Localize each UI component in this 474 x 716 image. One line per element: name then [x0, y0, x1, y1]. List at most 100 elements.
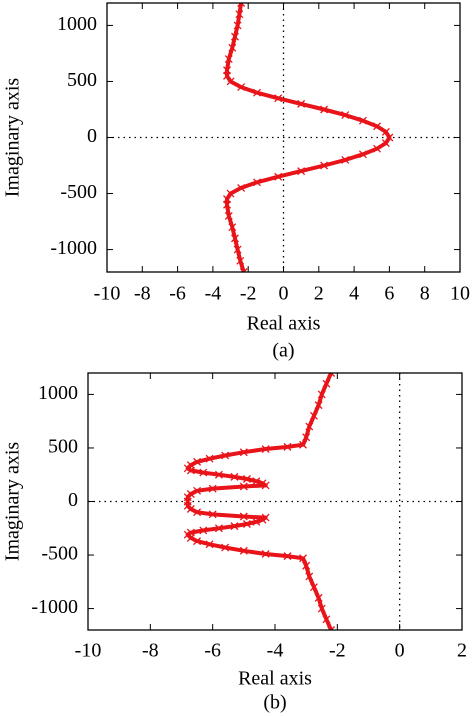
x-tick-label: -10 — [75, 640, 102, 662]
x-tick-label: 6 — [384, 283, 394, 305]
y-tick-label: 500 — [67, 69, 97, 91]
locus-point — [305, 422, 314, 431]
locus-point — [231, 32, 239, 41]
locus-point — [239, 482, 248, 491]
locus-point — [274, 94, 283, 103]
locus-point — [252, 517, 261, 526]
y-tick-label: -1000 — [50, 237, 97, 259]
locus-point — [235, 10, 244, 19]
plot-frame — [87, 372, 463, 631]
locus-point — [314, 593, 323, 602]
locus-point — [253, 88, 261, 97]
locus-point — [224, 55, 233, 64]
locus-point — [242, 475, 251, 483]
locus-point — [341, 111, 350, 120]
y-tick-label: 1000 — [38, 382, 78, 404]
plot-area — [223, 3, 394, 272]
locus-point — [186, 466, 195, 475]
y-tick-label: 0 — [87, 125, 97, 147]
locus-point — [297, 99, 306, 108]
x-tick-label: -10 — [94, 283, 121, 305]
y-tick-label: -500 — [41, 543, 78, 565]
x-axis-label: Real axis — [247, 313, 321, 335]
locus-point — [208, 510, 217, 519]
locus-point — [261, 550, 270, 558]
locus-point — [302, 433, 311, 442]
locus-point — [214, 470, 223, 479]
panel-caption: (b) — [263, 692, 286, 714]
locus-point — [327, 626, 336, 630]
locus-point — [231, 234, 239, 243]
locus-point — [223, 200, 231, 209]
locus-point — [283, 552, 292, 561]
locus-point — [214, 524, 223, 533]
locus-point — [205, 454, 214, 463]
locus-point — [239, 512, 248, 521]
x-tick-label: -4 — [267, 640, 284, 662]
locus-point — [302, 561, 311, 570]
locus-point — [252, 477, 261, 486]
locus-point — [224, 211, 233, 220]
x-tick-label: 8 — [420, 283, 430, 305]
locus-point — [239, 546, 248, 555]
locus-point — [228, 223, 237, 232]
locus-point — [341, 155, 350, 164]
locus-point — [320, 161, 329, 170]
locus-point — [317, 390, 326, 399]
x-tick-label: -4 — [205, 283, 222, 305]
x-tick-label: -6 — [204, 640, 221, 662]
y-tick-label: -1000 — [31, 596, 78, 618]
x-tick-label: 2 — [314, 283, 324, 305]
locus-point — [186, 505, 195, 513]
locus-point — [283, 442, 292, 451]
locus-point — [274, 172, 283, 181]
locus-point — [317, 604, 326, 613]
x-tick-label: -2 — [329, 640, 346, 662]
locus-point — [258, 515, 267, 524]
locus-point — [226, 77, 235, 86]
locus-point — [237, 3, 246, 7]
locus-point — [261, 445, 270, 453]
locus-point — [385, 133, 394, 142]
locus-point — [199, 526, 208, 535]
locus-point — [208, 484, 217, 493]
locus-point — [221, 451, 230, 460]
locus-point — [322, 379, 331, 388]
locus-point — [239, 268, 248, 272]
x-tick-label: -6 — [169, 283, 186, 305]
x-tick-label: 4 — [349, 283, 359, 305]
locus-point — [223, 195, 231, 204]
locus-point — [305, 572, 314, 581]
locus-point — [237, 183, 246, 192]
locus-point — [233, 21, 242, 30]
x-tick-label: 0 — [395, 640, 405, 662]
y-axis-label: Imaginary axis — [2, 78, 24, 198]
locus-point — [233, 245, 242, 254]
locus-point — [261, 481, 270, 490]
locus-point — [299, 440, 308, 449]
locus-point — [230, 472, 239, 481]
locus-point — [237, 83, 246, 92]
y-tick-label: 0 — [68, 489, 78, 511]
locus-point — [228, 43, 237, 52]
locus-point — [230, 522, 239, 531]
y-tick-label: 500 — [48, 436, 78, 458]
locus-point — [381, 139, 390, 148]
locus-point — [239, 448, 248, 457]
x-tick-label: -2 — [240, 283, 257, 305]
x-tick-label: -8 — [134, 283, 151, 305]
y-tick-label: 1000 — [57, 13, 97, 35]
y-tick-label: -500 — [60, 181, 97, 203]
locus-point — [373, 122, 382, 131]
locus-point — [193, 508, 202, 517]
y-axis-label: Imaginary axis — [2, 442, 24, 562]
x-tick-label: -8 — [142, 640, 159, 662]
locus-point — [327, 373, 336, 377]
locus-point — [236, 256, 245, 265]
locus-point — [193, 486, 202, 495]
locus-point — [253, 178, 261, 187]
locus-point — [223, 66, 231, 75]
x-tick-label: 0 — [279, 283, 289, 305]
locus-point — [309, 411, 318, 420]
